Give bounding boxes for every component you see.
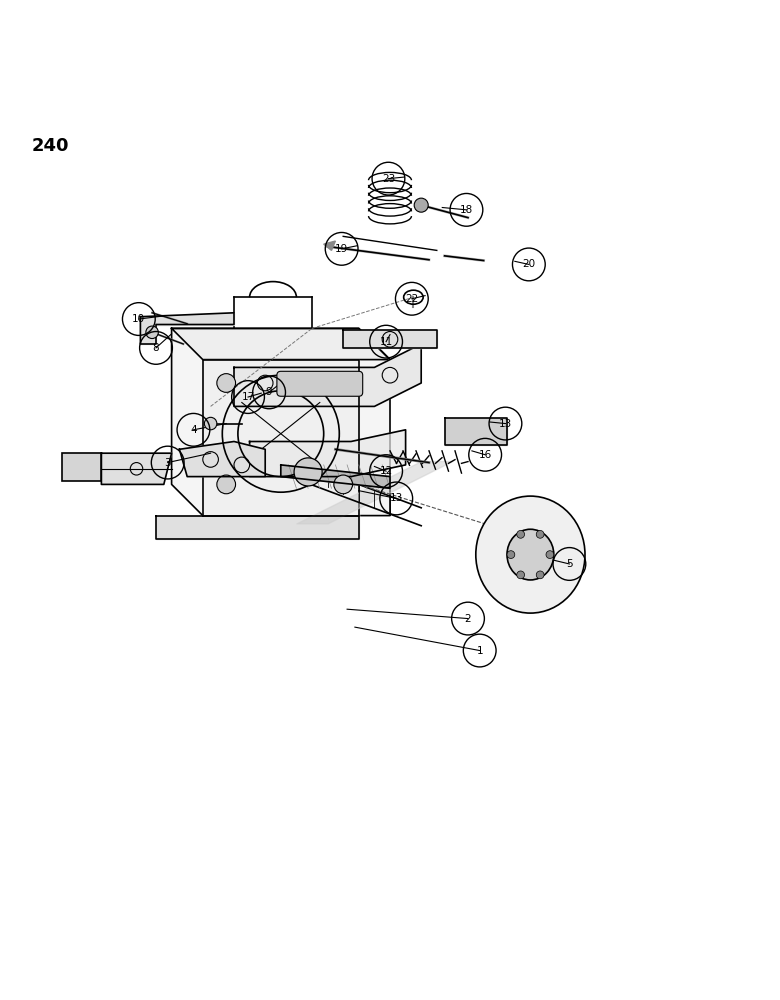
Polygon shape <box>445 418 507 445</box>
Text: 240: 240 <box>31 137 69 155</box>
Polygon shape <box>203 360 359 516</box>
Text: 1: 1 <box>477 646 483 656</box>
Text: 12: 12 <box>380 466 392 476</box>
Polygon shape <box>234 344 421 406</box>
Text: 8: 8 <box>153 343 159 353</box>
Text: 13: 13 <box>499 419 512 429</box>
Text: 10: 10 <box>133 314 145 324</box>
Circle shape <box>517 530 525 538</box>
Text: 20: 20 <box>523 259 535 269</box>
Text: 9: 9 <box>266 387 272 397</box>
Text: 3: 3 <box>165 458 171 468</box>
Text: 22: 22 <box>406 294 418 304</box>
Circle shape <box>546 551 554 558</box>
Text: 11: 11 <box>380 337 392 347</box>
Polygon shape <box>140 313 234 344</box>
Polygon shape <box>343 330 437 348</box>
Polygon shape <box>250 430 406 477</box>
Text: 13: 13 <box>390 493 402 503</box>
Polygon shape <box>156 516 359 539</box>
Circle shape <box>146 326 158 339</box>
Circle shape <box>537 530 544 538</box>
Text: 19: 19 <box>335 244 348 254</box>
Polygon shape <box>324 241 335 250</box>
Circle shape <box>507 551 515 558</box>
Circle shape <box>414 198 428 212</box>
Text: 17: 17 <box>242 392 254 402</box>
Circle shape <box>294 458 322 486</box>
Polygon shape <box>101 453 172 484</box>
Circle shape <box>334 475 353 494</box>
Circle shape <box>217 374 236 392</box>
Text: 2: 2 <box>465 614 471 624</box>
Polygon shape <box>281 465 390 488</box>
Circle shape <box>537 571 544 579</box>
Circle shape <box>334 374 353 392</box>
Circle shape <box>204 417 217 430</box>
Polygon shape <box>179 442 265 477</box>
Text: 5: 5 <box>566 559 573 569</box>
Ellipse shape <box>476 496 585 613</box>
Polygon shape <box>172 328 390 360</box>
Text: 23: 23 <box>382 174 395 184</box>
Text: 16: 16 <box>479 450 491 460</box>
FancyBboxPatch shape <box>277 371 363 396</box>
Circle shape <box>217 475 236 494</box>
Circle shape <box>516 571 524 579</box>
Text: 4: 4 <box>190 425 197 435</box>
Polygon shape <box>172 328 390 516</box>
Text: 18: 18 <box>460 205 473 215</box>
FancyBboxPatch shape <box>62 453 101 481</box>
Ellipse shape <box>507 529 554 580</box>
